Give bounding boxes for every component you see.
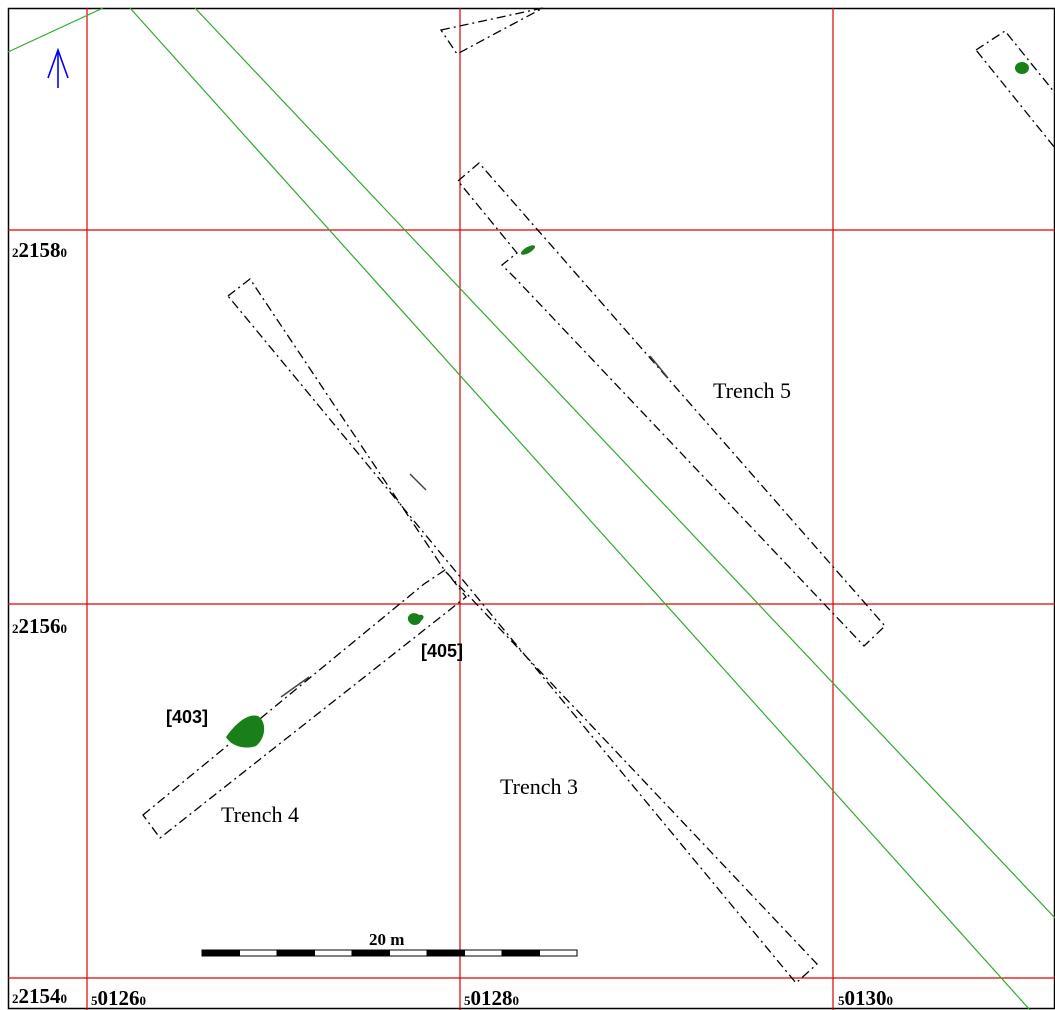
- scale-bar-segment: [501, 949, 540, 957]
- trench-ne-outline: [975, 30, 1055, 150]
- boundary-line-top: [7, 7, 104, 53]
- hatch-mark: [409, 473, 427, 491]
- feature-403: [226, 715, 265, 748]
- trench-4-outline: [142, 569, 467, 839]
- archaeological-features: [226, 62, 1029, 748]
- feature-trench-5: [520, 245, 536, 255]
- scale-bar-segment: [464, 949, 503, 957]
- feature-403-label: [403]: [166, 707, 208, 727]
- trench-3-label: Trench 3: [500, 774, 578, 799]
- boundary-line-west: [129, 7, 1031, 1010]
- trench-5-outline: [457, 162, 886, 647]
- hatch-mark: [649, 355, 669, 379]
- northing-label: 221540: [12, 984, 67, 1008]
- trench-4-label: Trench 4: [221, 802, 299, 827]
- scale-bar-segment: [426, 949, 465, 957]
- scale-bar-segment: [239, 949, 278, 957]
- feature-hatches: [280, 355, 669, 698]
- scale-bar-segment: [314, 949, 353, 957]
- easting-label: 501260: [91, 986, 146, 1010]
- trench-top-partial: [439, 7, 544, 55]
- scale-bar-segment: [539, 949, 578, 957]
- feature-405: [407, 613, 424, 625]
- northing-label: 221580: [12, 238, 67, 262]
- map-frame: [7, 7, 1055, 1010]
- north-arrow-icon: [47, 47, 69, 88]
- boundary-lines: [7, 7, 1055, 1010]
- scale-bar-segments: [201, 949, 578, 957]
- boundary-line-east: [194, 7, 1055, 919]
- feature-ne: [1015, 62, 1029, 74]
- scale-bar-segment: [351, 949, 390, 957]
- easting-label: 501300: [838, 986, 893, 1010]
- scale-bar-segment: [276, 949, 315, 957]
- trench-outlines: [142, 7, 1055, 984]
- trench-5-label: Trench 5: [713, 378, 791, 403]
- northing-label: 221560: [12, 614, 67, 638]
- scale-bar-segment: [389, 949, 428, 957]
- grid-lines: [8, 8, 1055, 1010]
- feature-405-label: [405]: [421, 641, 463, 661]
- scale-bar-label: 20 m: [369, 930, 404, 949]
- scale-bar-segment: [201, 949, 240, 957]
- scale-bar: 20 m: [201, 930, 578, 957]
- hatch-mark: [280, 676, 310, 698]
- trench-3-outline: [227, 278, 818, 984]
- easting-label: 501280: [464, 986, 519, 1010]
